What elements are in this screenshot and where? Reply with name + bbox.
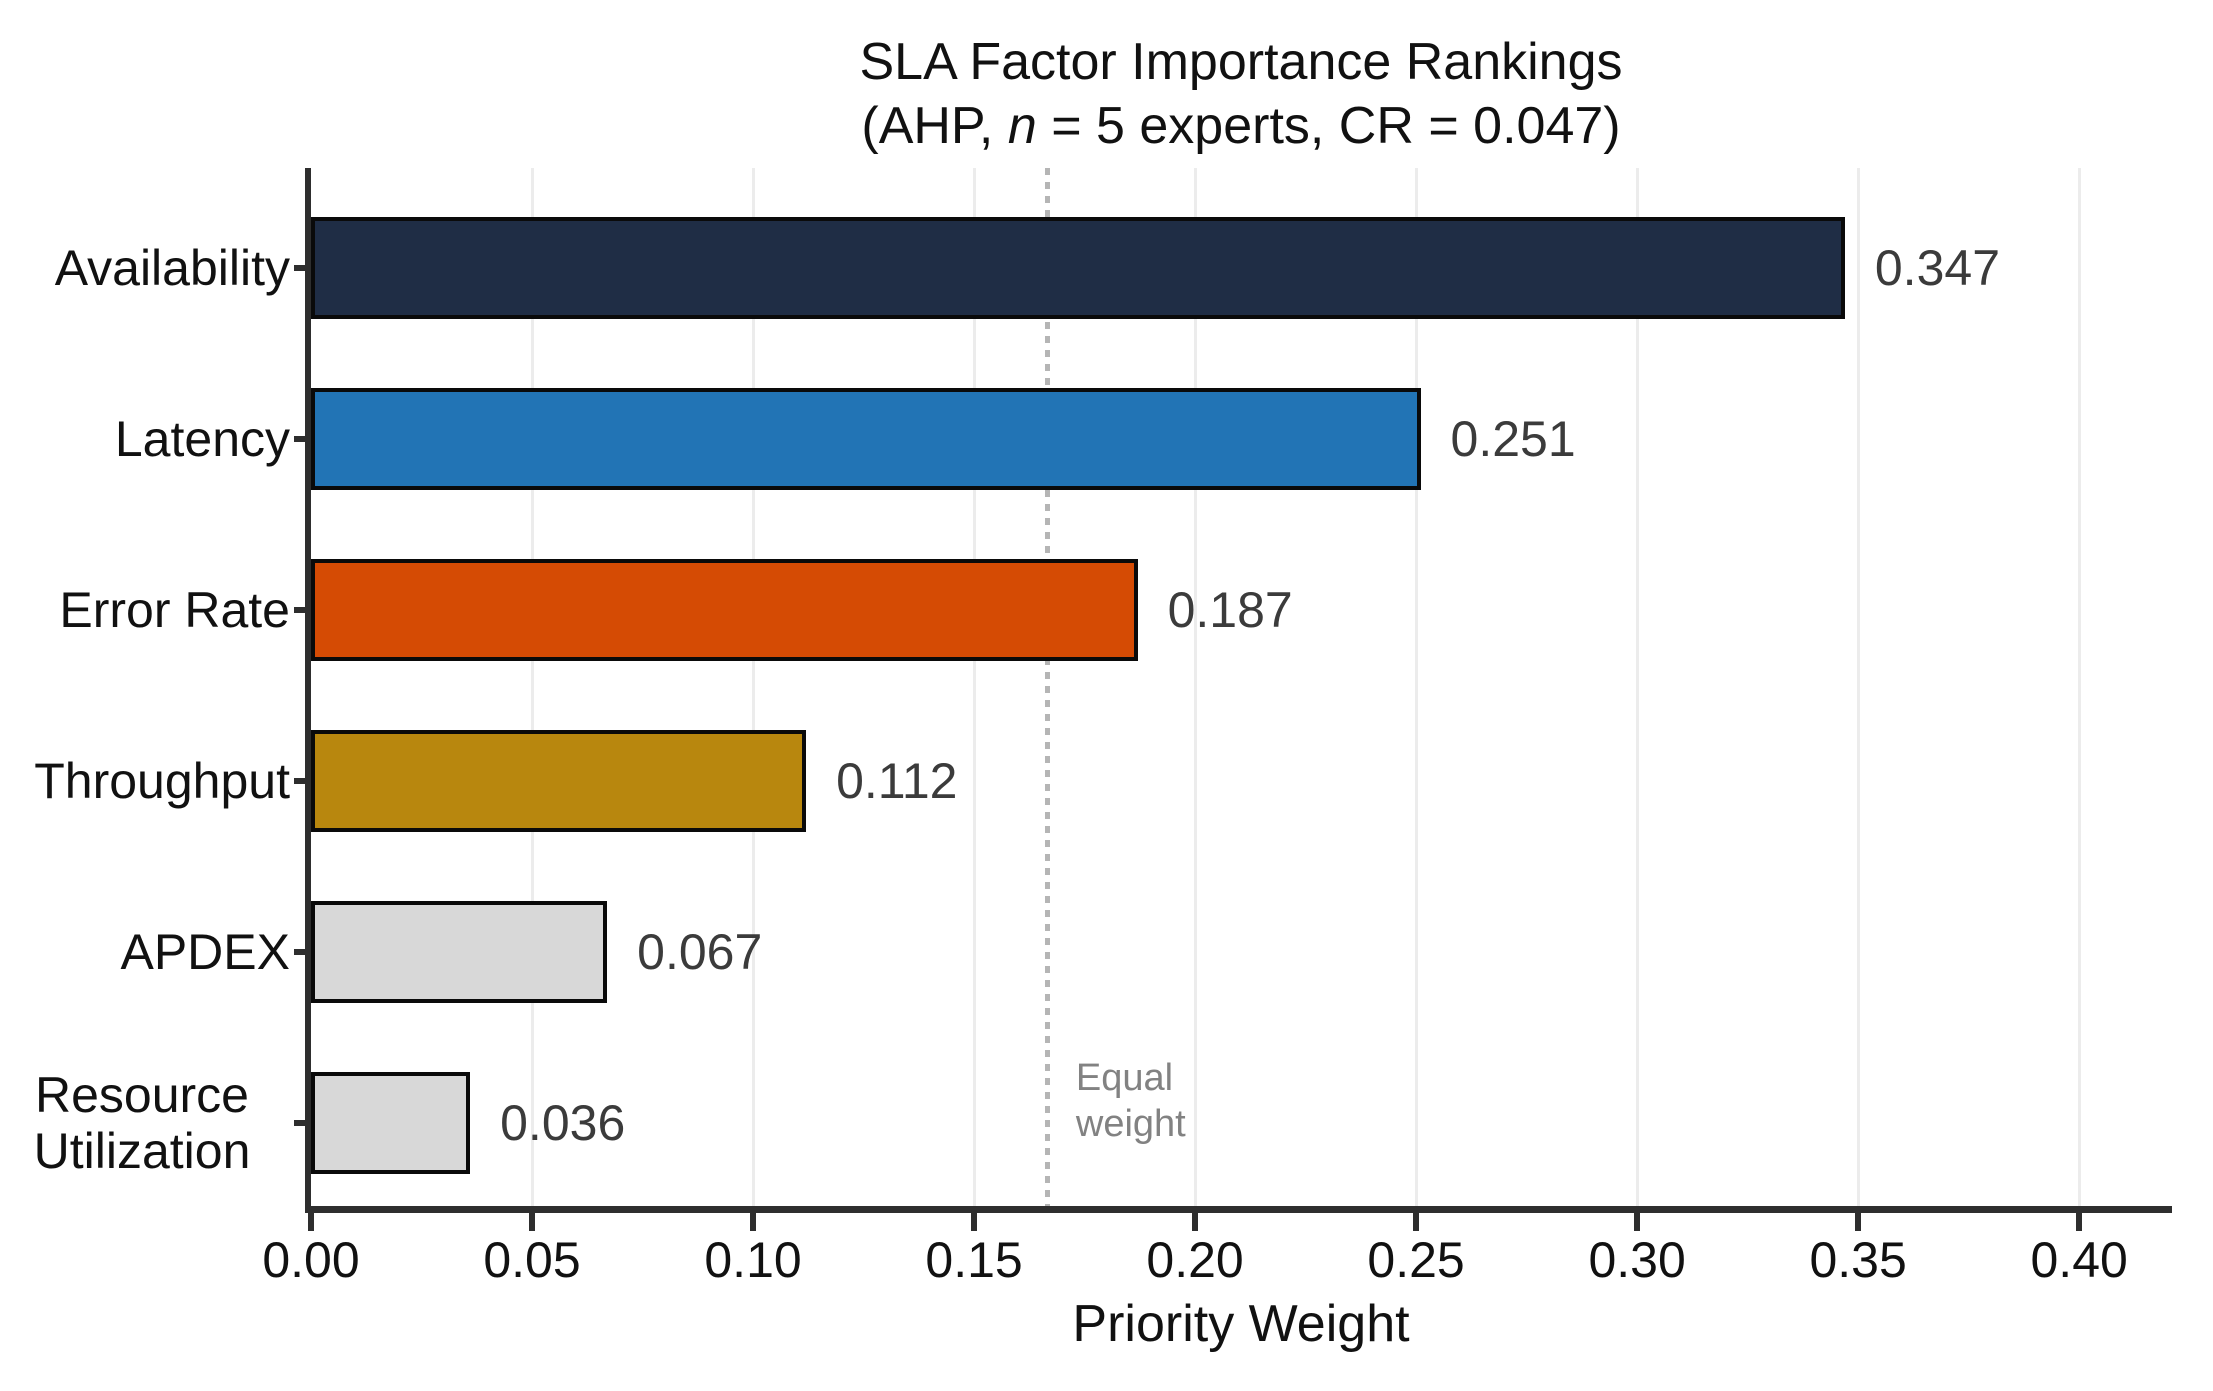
x-tick-label-0.30: 0.30 (1588, 1232, 1686, 1288)
x-tick-0.20 (1192, 1213, 1199, 1231)
y-tick-throughput (294, 778, 309, 784)
value-label-error-rate: 0.187 (1167, 582, 1293, 638)
x-axis-spine (305, 1206, 2172, 1213)
bar-latency (311, 388, 1421, 490)
chart-title-line2: (AHP, n = 5 experts, CR = 0.047) (859, 94, 1622, 158)
bar-apdex (311, 901, 608, 1003)
gridline-0.25 (1414, 168, 1418, 1206)
gridline-0.05 (530, 168, 534, 1206)
bar-error-rate (311, 559, 1138, 661)
x-tick-0.35 (1855, 1213, 1862, 1231)
y-tick-apdex (294, 949, 309, 955)
x-tick-0.40 (2076, 1213, 2083, 1231)
x-tick-label-0.15: 0.15 (925, 1232, 1023, 1288)
value-label-latency: 0.251 (1450, 411, 1576, 467)
x-tick-0.10 (750, 1213, 757, 1231)
value-label-throughput: 0.112 (836, 753, 958, 809)
subtitle-suffix: = 5 experts, CR = 0.047) (1036, 97, 1621, 155)
category-label-error-rate: Error Rate (59, 582, 290, 638)
category-label-availability: Availability (54, 240, 290, 296)
x-tick-label-0.05: 0.05 (483, 1232, 581, 1288)
equal-weight-annotation: Equal weight (1075, 1057, 1186, 1145)
y-tick-availability (294, 265, 309, 271)
gridline-0.10 (751, 168, 755, 1206)
x-tick-0.25 (1413, 1213, 1420, 1231)
x-tick-label-0.25: 0.25 (1367, 1232, 1465, 1288)
gridline-0.30 (1635, 168, 1639, 1206)
value-label-availability: 0.347 (1874, 240, 2000, 296)
gridline-0.20 (1193, 168, 1197, 1206)
chart-title-line1: SLA Factor Importance Rankings (859, 33, 1623, 91)
category-label-resource-utilization: Resource Utilization (33, 1067, 251, 1179)
x-tick-0.15 (971, 1213, 978, 1231)
gridline-0.15 (972, 168, 976, 1206)
category-label-apdex: APDEX (120, 924, 290, 980)
y-axis-spine (305, 168, 311, 1209)
y-tick-error-rate (294, 607, 309, 613)
x-tick-label-0.40: 0.40 (2030, 1232, 2128, 1288)
x-tick-0.30 (1634, 1213, 1641, 1231)
x-tick-0.05 (529, 1213, 536, 1231)
value-label-resource-utilization: 0.036 (500, 1095, 626, 1151)
category-label-latency: Latency (114, 411, 290, 467)
x-tick-label-0.00: 0.00 (262, 1232, 360, 1288)
x-axis-label: Priority Weight (1072, 1295, 1410, 1353)
category-label-throughput: Throughput (34, 753, 290, 809)
subtitle-prefix: (AHP, (861, 97, 1008, 155)
x-tick-label-0.10: 0.10 (704, 1232, 802, 1288)
bar-throughput (311, 730, 807, 832)
value-label-apdex: 0.067 (637, 924, 763, 980)
gridline-0.35 (1856, 168, 1860, 1206)
bar-resource-utilization (311, 1072, 471, 1174)
x-tick-label-0.20: 0.20 (1146, 1232, 1244, 1288)
x-tick-0.00 (308, 1213, 314, 1231)
subtitle-n-italic: n (1007, 97, 1037, 155)
gridline-0.40 (2077, 168, 2081, 1206)
y-tick-resource-utilization (294, 1120, 309, 1126)
chart-title: SLA Factor Importance Rankings (AHP, n =… (859, 30, 1622, 158)
equal-weight-reference-line (1045, 168, 1051, 1206)
bar-availability (311, 217, 1845, 319)
y-tick-latency (294, 436, 309, 442)
x-tick-label-0.35: 0.35 (1809, 1232, 1907, 1288)
